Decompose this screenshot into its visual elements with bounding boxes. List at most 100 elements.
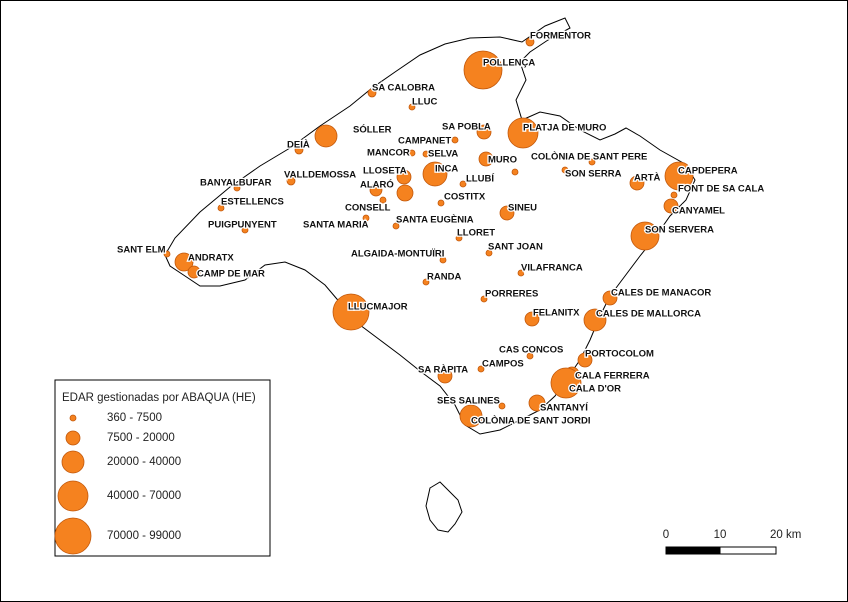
plant-marker bbox=[561, 166, 569, 174]
place-label: SANTA EUGÈNIA bbox=[396, 215, 474, 226]
place-label: SA POBLA bbox=[442, 122, 491, 133]
place-label: CAMP DE MAR bbox=[197, 269, 265, 280]
plant-marker bbox=[550, 367, 582, 399]
plant-marker bbox=[163, 250, 171, 258]
place-label: SA RÀPITA bbox=[418, 365, 468, 376]
place-label: RANDA bbox=[427, 272, 461, 283]
legend-symbol bbox=[69, 414, 77, 422]
place-label: LLUBÍ bbox=[466, 174, 494, 185]
place-label: SINEU bbox=[508, 203, 537, 214]
plant-marker bbox=[437, 199, 445, 207]
place-label: ALARÓ bbox=[360, 179, 394, 191]
plant-marker bbox=[379, 196, 387, 204]
place-label: CALES DE MANACOR bbox=[611, 288, 711, 299]
cabrera-outline bbox=[425, 481, 463, 533]
plant-marker bbox=[233, 184, 241, 192]
plant-marker bbox=[455, 234, 463, 242]
legend-symbol bbox=[57, 480, 89, 512]
place-label: VALLDEMOSSA bbox=[284, 170, 356, 181]
plant-marker bbox=[396, 184, 414, 202]
place-label: FONT DE SA CALA bbox=[678, 184, 764, 195]
place-label: PORTOCOLOM bbox=[585, 349, 654, 360]
plant-marker bbox=[369, 183, 383, 197]
plant-marker bbox=[217, 204, 225, 212]
plant-marker bbox=[463, 50, 503, 90]
place-label: MANCOR bbox=[367, 148, 410, 159]
place-label: DEIÀ bbox=[287, 140, 310, 151]
place-label: CAPDEPERA bbox=[678, 166, 738, 177]
scale-bar-black bbox=[665, 546, 721, 555]
scale-label: 10 bbox=[714, 529, 727, 541]
plant-marker bbox=[392, 222, 400, 230]
plant-marker bbox=[294, 145, 304, 155]
plant-marker bbox=[480, 295, 488, 303]
place-label: LLORET bbox=[457, 228, 495, 239]
place-label: SELVA bbox=[428, 149, 458, 160]
place-label: INCA bbox=[435, 164, 458, 175]
plant-marker bbox=[422, 278, 430, 286]
place-label: FELANITX bbox=[533, 308, 580, 319]
plant-marker bbox=[524, 311, 540, 327]
plant-marker bbox=[332, 293, 370, 331]
place-label: SES SALINES bbox=[437, 396, 500, 407]
legend-symbol bbox=[54, 517, 92, 555]
plant-marker bbox=[286, 176, 296, 186]
place-label: CONSELL bbox=[345, 203, 391, 214]
place-label: CALA FERRERA bbox=[575, 371, 650, 382]
place-label: PORRERES bbox=[485, 289, 538, 300]
plant-marker bbox=[499, 205, 515, 221]
plant-marker bbox=[663, 198, 679, 214]
plant-marker bbox=[517, 269, 525, 277]
place-label: SA CALOBRA bbox=[372, 83, 435, 94]
place-label: ESTELLENCS bbox=[221, 197, 284, 208]
place-label: COLÒNIA DE SANT JORDI bbox=[471, 415, 590, 427]
plant-marker bbox=[422, 150, 430, 158]
plant-marker bbox=[498, 402, 506, 410]
place-label: FORMENTOR bbox=[530, 31, 591, 42]
plant-marker bbox=[314, 124, 338, 148]
place-label: CAS CONCOS bbox=[499, 345, 563, 356]
plant-marker bbox=[476, 124, 492, 140]
place-label: POLLENÇA bbox=[483, 58, 535, 69]
place-label: ALGAIDA-MONTUÏRI bbox=[351, 249, 444, 260]
legend-symbol bbox=[61, 450, 85, 474]
plant-marker bbox=[485, 249, 493, 257]
plant-marker bbox=[478, 151, 494, 167]
place-label: CANYAMEL bbox=[672, 206, 725, 217]
place-label: LLUC bbox=[412, 97, 437, 108]
legend-label: 70000 - 99000 bbox=[107, 530, 181, 542]
scale-bar-white bbox=[719, 546, 777, 555]
place-label: SÓLLER bbox=[353, 124, 392, 136]
place-label: PUIGPUNYENT bbox=[208, 220, 277, 231]
place-label: SON SERVERA bbox=[645, 225, 714, 236]
place-label: SANTA MARIA bbox=[303, 220, 369, 231]
plant-marker bbox=[459, 180, 467, 188]
place-label: SANTANYÍ bbox=[540, 403, 588, 414]
place-label: SANT ELM bbox=[117, 245, 166, 256]
plant-marker bbox=[477, 365, 485, 373]
plant-marker bbox=[511, 168, 519, 176]
place-label: LLUCMAJOR bbox=[348, 302, 408, 313]
plant-marker bbox=[577, 352, 593, 368]
place-label: COSTITX bbox=[444, 192, 486, 203]
place-label: PLATJA DE MURO bbox=[523, 123, 606, 134]
place-label: LLOSETA bbox=[363, 166, 407, 177]
plant-marker bbox=[629, 175, 645, 191]
place-label: ARTÀ bbox=[634, 173, 661, 184]
legend-title: EDAR gestionadas por ABAQUA (HE) bbox=[62, 392, 256, 404]
plant-marker bbox=[174, 252, 194, 272]
legend-symbol bbox=[65, 430, 81, 446]
legend-label: 20000 - 40000 bbox=[107, 456, 181, 468]
plant-marker bbox=[241, 226, 249, 234]
plant-marker bbox=[526, 352, 534, 360]
plant-marker bbox=[630, 221, 660, 251]
place-label: CAMPANET bbox=[398, 136, 451, 147]
place-label: MURO bbox=[488, 155, 517, 166]
plant-marker bbox=[525, 37, 535, 47]
plant-marker bbox=[664, 161, 694, 191]
legend-label: 40000 - 70000 bbox=[107, 490, 181, 502]
plant-marker bbox=[588, 158, 596, 166]
plant-marker bbox=[396, 169, 412, 185]
plant-marker bbox=[187, 265, 201, 279]
plant-marker bbox=[583, 308, 607, 332]
